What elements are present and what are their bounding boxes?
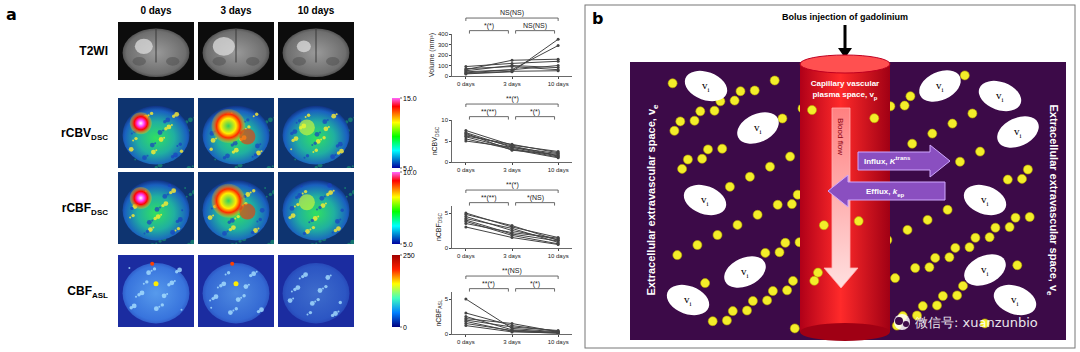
svg-text:*(*): *(*): [484, 22, 494, 30]
svg-text:0: 0: [445, 331, 449, 337]
svg-text:10 days: 10 days: [298, 5, 335, 16]
svg-text:0 days: 0 days: [140, 5, 172, 16]
svg-text:vi: vi: [684, 293, 692, 308]
svg-text:rCBFDSC: rCBFDSC: [62, 201, 108, 217]
svg-text:vi: vi: [936, 79, 944, 94]
svg-text:3 days: 3 days: [220, 5, 252, 16]
svg-text:a: a: [6, 5, 17, 24]
svg-text:vi: vi: [996, 89, 1004, 104]
svg-text:10 days: 10 days: [548, 339, 569, 345]
svg-text:nCBV​DSC​: nCBV​DSC​: [431, 126, 439, 155]
svg-text:vi: vi: [702, 79, 710, 94]
svg-text:nCBF​DSC​: nCBF​DSC​: [435, 212, 443, 241]
svg-text:b: b: [592, 9, 603, 28]
svg-text:nCBF​ASL​: nCBF​ASL​: [435, 299, 443, 326]
svg-text:Volume (mm³): Volume (mm³): [428, 33, 436, 77]
svg-text:0 days: 0 days: [457, 167, 475, 173]
svg-text:*(*): *(*): [530, 280, 540, 288]
svg-text:3 days: 3 days: [503, 253, 521, 259]
svg-text:Extracellular extravascular sp: Extracellular extravascular space, ve: [645, 104, 660, 296]
svg-text:5: 5: [445, 296, 449, 302]
svg-text:vi: vi: [741, 265, 749, 280]
svg-text:rCBVDSC: rCBVDSC: [61, 126, 108, 142]
svg-text:200: 200: [438, 52, 449, 58]
svg-text:vi: vi: [981, 263, 989, 278]
svg-text:Efflux, kep: Efflux, kep: [866, 187, 904, 198]
svg-text:400: 400: [438, 31, 449, 37]
svg-text:**(NS): **(NS): [502, 267, 522, 275]
svg-text:0 days: 0 days: [457, 253, 475, 259]
svg-text:*(NS): *(NS): [527, 194, 544, 202]
svg-text:Blood flow: Blood flow: [836, 118, 845, 155]
svg-text:0: 0: [403, 324, 407, 331]
svg-text:微信号: xuanzunbio: 微信号: xuanzunbio: [915, 315, 1038, 330]
svg-text:3 days: 3 days: [503, 81, 521, 87]
svg-text:vi: vi: [981, 193, 989, 208]
svg-text:**(**): **(**): [481, 194, 497, 202]
svg-text:T2WI: T2WI: [79, 44, 108, 58]
svg-text:Bolus injection of gadolinium: Bolus injection of gadolinium: [782, 12, 908, 22]
svg-text:0 days: 0 days: [457, 81, 475, 87]
svg-text:100: 100: [438, 63, 449, 69]
svg-text:0: 0: [445, 245, 449, 251]
svg-text:Extracellular extravascular sp: Extracellular extravascular space, ve: [1045, 105, 1060, 297]
svg-text:**(*): **(*): [506, 95, 519, 103]
svg-text:250: 250: [403, 252, 415, 259]
svg-text:**(*): **(*): [506, 181, 519, 189]
svg-text:10.0: 10.0: [403, 169, 417, 176]
svg-text:5: 5: [445, 210, 449, 216]
svg-text:0 days: 0 days: [457, 339, 475, 345]
svg-text:15.0: 15.0: [403, 95, 417, 102]
svg-text:CBFASL: CBFASL: [67, 284, 108, 300]
svg-text:5.0: 5.0: [403, 241, 413, 248]
svg-text:10 days: 10 days: [548, 253, 569, 259]
svg-text:vi: vi: [1011, 293, 1019, 308]
svg-text:plasma space, vp: plasma space, vp: [812, 90, 877, 101]
svg-text:NS(NS): NS(NS): [500, 9, 524, 17]
svg-text:**(*): **(*): [482, 280, 495, 288]
svg-text:*(*): *(*): [530, 108, 540, 116]
svg-text:3 days: 3 days: [503, 167, 521, 173]
svg-text:5: 5: [445, 138, 449, 144]
svg-text:Capillary vascular: Capillary vascular: [811, 79, 879, 88]
svg-text:300: 300: [438, 42, 449, 48]
svg-text:NS(NS): NS(NS): [523, 22, 547, 30]
svg-text:3 days: 3 days: [503, 339, 521, 345]
svg-text:Influx, Ktrans: Influx, Ktrans: [864, 155, 911, 166]
svg-text:**(**): **(**): [481, 108, 497, 116]
svg-text:0: 0: [445, 159, 449, 165]
svg-text:vi: vi: [754, 121, 762, 136]
svg-text:10 days: 10 days: [548, 81, 569, 87]
svg-text:vi: vi: [701, 193, 709, 208]
svg-text:0: 0: [445, 73, 449, 79]
svg-text:vi: vi: [1014, 125, 1022, 140]
svg-text:10 days: 10 days: [548, 167, 569, 173]
svg-text:10: 10: [441, 117, 448, 123]
